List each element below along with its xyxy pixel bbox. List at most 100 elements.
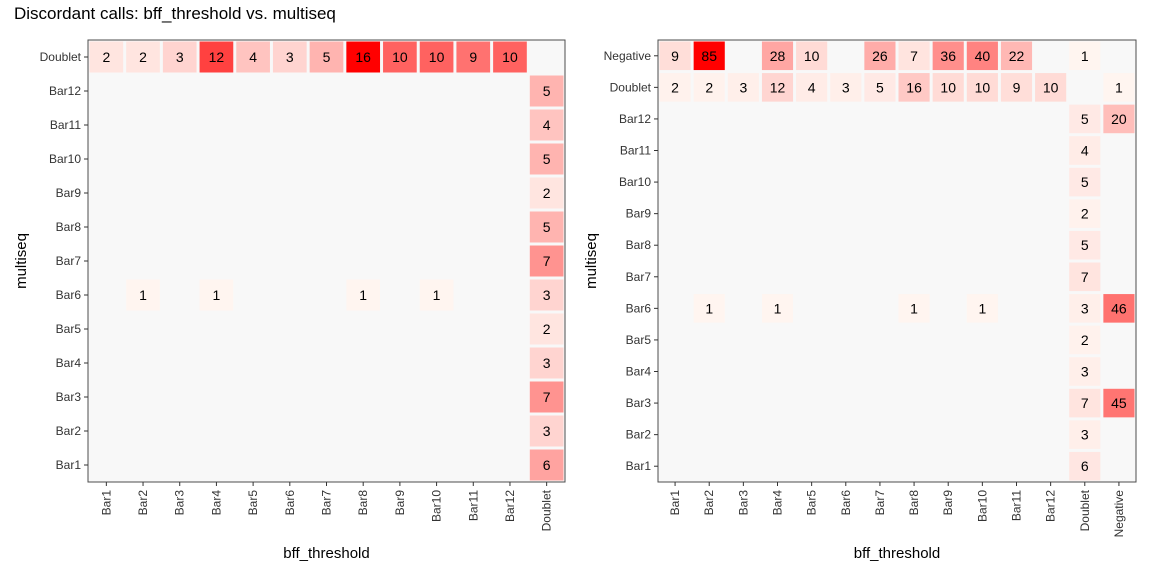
heatmap-cell bbox=[932, 41, 964, 71]
y-tick-label: Bar4 bbox=[56, 356, 82, 370]
y-tick-label: Doublet bbox=[40, 50, 82, 64]
y-tick-label: Bar7 bbox=[626, 270, 652, 284]
cell-value-label: 2 bbox=[671, 79, 679, 95]
cell-value-label: 10 bbox=[804, 48, 820, 64]
y-tick-label: Bar5 bbox=[56, 322, 82, 336]
y-tick-label: Bar4 bbox=[626, 365, 652, 379]
heatmap-cell bbox=[89, 41, 124, 73]
cell-value-label: 9 bbox=[1013, 79, 1021, 95]
cell-value-label: 9 bbox=[671, 48, 679, 64]
x-tick-label: Bar2 bbox=[702, 490, 716, 516]
x-tick-label: Bar3 bbox=[736, 490, 750, 516]
y-tick-label: Bar2 bbox=[626, 428, 652, 442]
heatmap-panel-1: 2 2 3 12 4 3 5 16 10 10 9 10 5 4 5 2 5 7 3 2 3 7 3 6 1 1 1 1 Bar1 Bar… bbox=[13, 39, 566, 562]
y-tick-label: Bar10 bbox=[619, 175, 651, 189]
cell-value-label: 5 bbox=[1081, 174, 1089, 190]
heatmap-cell bbox=[419, 41, 454, 73]
x-tick-label: Bar11 bbox=[1010, 490, 1024, 521]
heatmap-cell bbox=[199, 41, 234, 73]
heatmap-cell bbox=[1069, 104, 1101, 134]
cell-value-label: 3 bbox=[543, 287, 551, 303]
panel-background bbox=[658, 40, 1136, 482]
x-tick-label: Bar12 bbox=[503, 490, 517, 522]
cell-value-label: 2 bbox=[1081, 206, 1089, 222]
cell-value-label: 3 bbox=[842, 79, 850, 95]
heatmap-cell bbox=[898, 294, 930, 323]
y-tick-label: Bar12 bbox=[49, 84, 81, 98]
x-tick-label: Doublet bbox=[1078, 489, 1092, 531]
cell-value-label: 1 bbox=[1081, 48, 1089, 64]
cell-value-label: 20 bbox=[1111, 111, 1127, 127]
heatmap-cell bbox=[1035, 73, 1067, 102]
x-tick-label: Bar2 bbox=[136, 490, 150, 516]
heatmap-cell bbox=[1069, 167, 1101, 197]
cell-value-label: 5 bbox=[323, 49, 331, 65]
cell-value-label: 5 bbox=[876, 79, 884, 95]
x-tick-label: Bar9 bbox=[941, 490, 955, 516]
heatmap-cell bbox=[966, 73, 998, 102]
cell-value-label: 1 bbox=[359, 287, 367, 303]
cell-value-label: 45 bbox=[1111, 395, 1127, 411]
cell-value-label: 1 bbox=[774, 300, 782, 316]
cell-value-label: 7 bbox=[910, 48, 918, 64]
heatmap-cell bbox=[1069, 357, 1101, 386]
y-tick-label: Bar2 bbox=[56, 424, 82, 438]
y-tick-label: Bar3 bbox=[626, 396, 652, 410]
cell-value-label: 10 bbox=[392, 49, 408, 65]
cell-value-label: 3 bbox=[286, 49, 294, 65]
y-axis-label: multiseq bbox=[583, 233, 600, 289]
heatmap-cell bbox=[1069, 230, 1101, 260]
heatmap-cell bbox=[529, 415, 564, 447]
y-tick-label: Bar8 bbox=[626, 238, 652, 252]
cell-value-label: 85 bbox=[701, 48, 717, 64]
cell-value-label: 5 bbox=[1081, 111, 1089, 127]
cell-value-label: 2 bbox=[705, 79, 713, 95]
cell-value-label: 6 bbox=[543, 457, 551, 473]
heatmap-cell bbox=[1103, 73, 1135, 102]
cell-value-label: 5 bbox=[543, 151, 551, 167]
y-tick-label: Bar5 bbox=[626, 333, 652, 347]
heatmap-cell bbox=[126, 279, 160, 311]
heatmap-cell bbox=[864, 73, 896, 102]
x-tick-label: Bar3 bbox=[173, 490, 187, 516]
heatmap-cell bbox=[1069, 41, 1101, 71]
x-tick-label: Bar10 bbox=[975, 490, 989, 522]
x-tick-label: Bar6 bbox=[283, 490, 297, 516]
cell-value-label: 10 bbox=[1043, 79, 1059, 95]
y-tick-label: Bar6 bbox=[626, 301, 652, 315]
y-tick-label: Bar6 bbox=[56, 288, 82, 302]
x-tick-label: Bar4 bbox=[771, 490, 785, 516]
heatmap-cell bbox=[529, 347, 564, 379]
cell-value-label: 46 bbox=[1111, 300, 1127, 316]
x-tick-label: Bar6 bbox=[839, 490, 853, 516]
cell-value-label: 3 bbox=[1081, 427, 1089, 443]
cell-value-label: 7 bbox=[1081, 395, 1089, 411]
heatmap-cell bbox=[761, 294, 794, 323]
cell-value-label: 4 bbox=[808, 79, 816, 95]
cell-value-label: 36 bbox=[940, 48, 956, 64]
heatmap-cell bbox=[1103, 388, 1135, 418]
heatmap-cell bbox=[126, 41, 160, 73]
x-tick-label: Bar7 bbox=[873, 490, 887, 516]
heatmap-cell bbox=[272, 41, 307, 73]
heatmap-cell bbox=[383, 41, 417, 73]
heatmap-cell bbox=[529, 75, 564, 107]
heatmap-cell bbox=[864, 41, 896, 71]
cell-value-label: 1 bbox=[1115, 79, 1123, 95]
cell-value-label: 12 bbox=[209, 49, 225, 65]
cell-value-label: 4 bbox=[543, 117, 551, 133]
x-tick-label: Bar8 bbox=[356, 490, 370, 516]
heatmap-cell bbox=[1000, 73, 1033, 102]
heatmap-cell bbox=[966, 294, 998, 323]
cell-value-label: 1 bbox=[910, 300, 918, 316]
y-tick-label: Bar11 bbox=[50, 118, 81, 132]
cell-value-label: 5 bbox=[543, 219, 551, 235]
cell-value-label: 22 bbox=[1009, 48, 1025, 64]
heatmap-cell bbox=[830, 73, 862, 102]
cell-value-label: 4 bbox=[249, 49, 257, 65]
cell-value-label: 10 bbox=[975, 79, 991, 95]
heatmap-cell bbox=[456, 41, 491, 73]
heatmap-cell bbox=[529, 211, 564, 243]
x-tick-label: Bar4 bbox=[209, 490, 223, 516]
